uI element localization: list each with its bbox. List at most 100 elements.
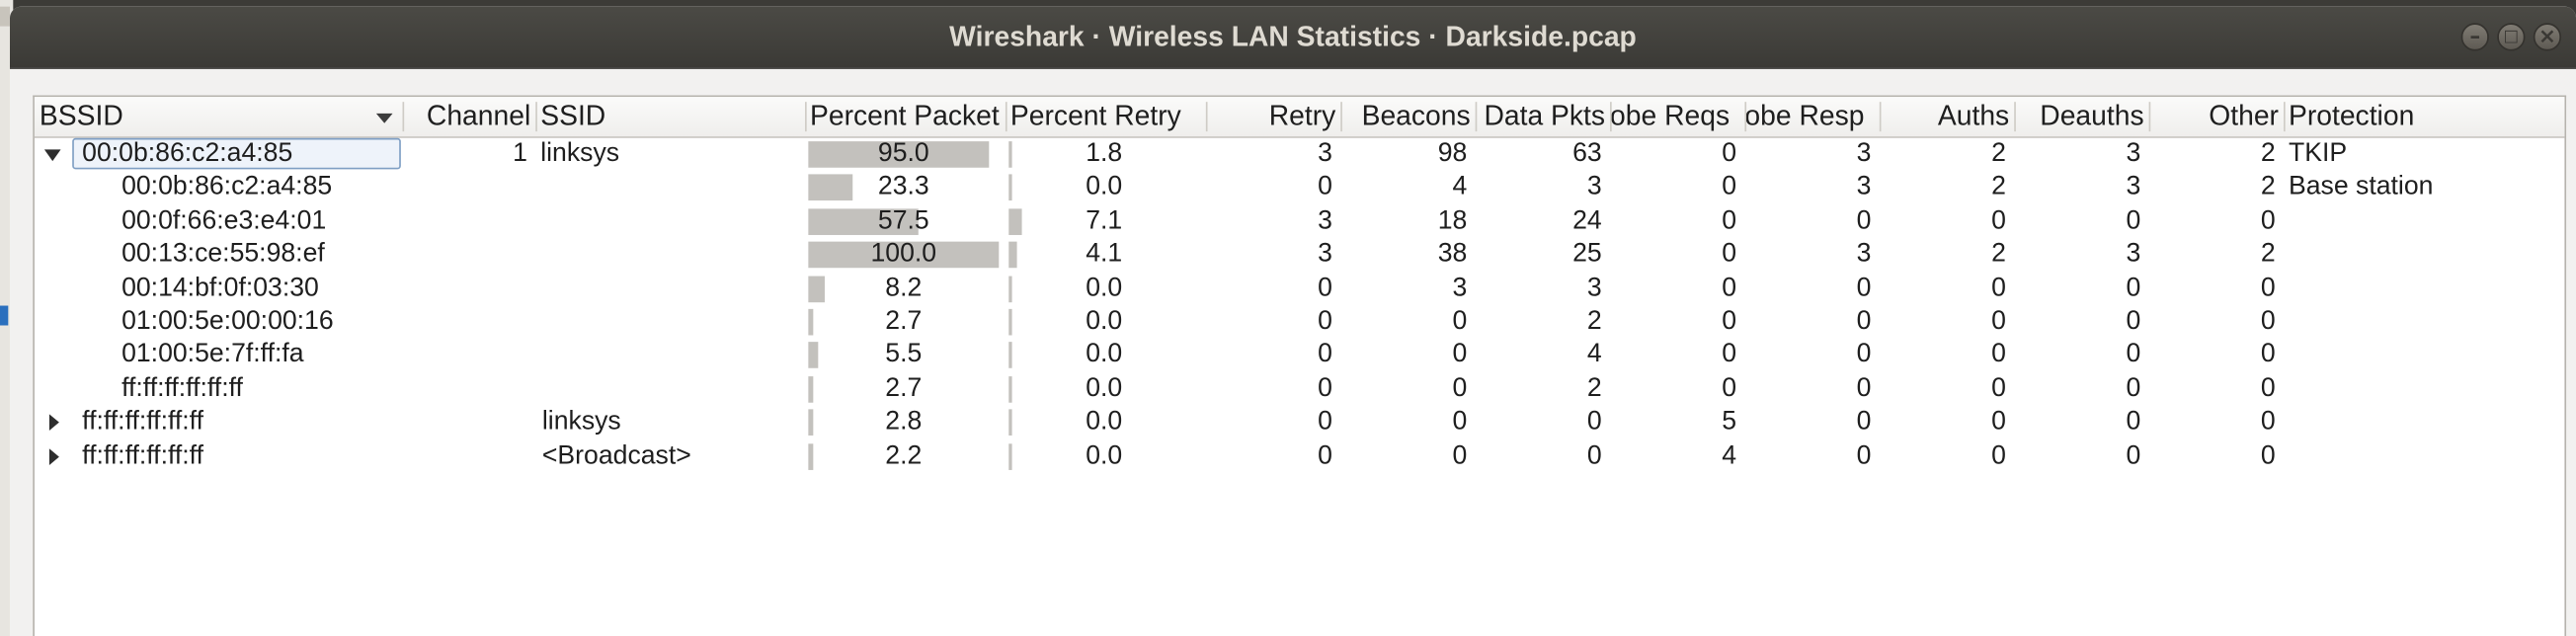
cell-beacons: 4 <box>1452 173 1468 201</box>
percent-value: 2.8 <box>885 408 923 437</box>
cell-protection <box>2289 205 2564 238</box>
cell-other: 0 <box>2260 274 2276 302</box>
column-separator[interactable] <box>535 102 537 132</box>
table-row[interactable]: ff:ff:ff:ff:ff:ff linksys 2.8 0.0 0 0 0 5 0 0 0 0 <box>35 406 2564 438</box>
percent-value: 5.5 <box>885 341 923 369</box>
cell-channel <box>403 372 527 405</box>
column-separator[interactable] <box>1340 102 1342 132</box>
column-separator[interactable] <box>805 102 807 132</box>
cell-auths: 0 <box>1991 274 2006 302</box>
column-header-beacons[interactable]: Beacons <box>1361 100 1471 132</box>
percent-value: 1.8 <box>1086 139 1123 168</box>
desktop-icon <box>0 6 10 27</box>
column-header-ssid[interactable]: SSID <box>540 100 606 132</box>
cell-other: 0 <box>2260 440 2276 470</box>
cell-probe-reqs: 0 <box>1722 274 1737 302</box>
wlan-tree-table[interactable]: BSSID Channel SSID Percent Packet Percent Re… <box>33 95 2567 636</box>
cell-retry: 3 <box>1318 240 1332 269</box>
column-separator[interactable] <box>2148 102 2151 132</box>
column-separator[interactable] <box>1744 102 1747 132</box>
table-row[interactable]: 00:0b:86:c2:a4:85 1 linksys 95.0 1.8 3 98 63 0 3 2… <box>35 137 2564 171</box>
column-header-retry[interactable]: Retry <box>1268 100 1336 132</box>
percent-value: 2.2 <box>885 440 923 470</box>
cell-bssid: 00:13:ce:55:98:ef <box>121 240 325 269</box>
percent-value: 0.0 <box>1086 341 1123 369</box>
column-header-auths[interactable]: Auths <box>1937 100 2010 132</box>
cell-probe-reqs: 0 <box>1722 139 1737 168</box>
cell-retry: 3 <box>1318 206 1332 235</box>
cell-other: 2 <box>2260 173 2276 201</box>
cell-deauths: 0 <box>2126 341 2141 369</box>
cell-probe-resp: 0 <box>1856 374 1872 403</box>
expand-arrow-icon[interactable] <box>48 414 59 432</box>
percent-value: 95.0 <box>877 139 929 168</box>
column-header-pct-packets[interactable]: Percent Packet <box>810 100 1000 132</box>
table-row[interactable]: 00:14:bf:0f:03:30 8.2 0.0 0 3 3 0 0 0 0 0 <box>35 273 2564 305</box>
column-separator[interactable] <box>1610 102 1612 132</box>
cell-beacons: 0 <box>1452 440 1468 470</box>
minimize-button[interactable]: – <box>2460 23 2489 51</box>
column-header-protection[interactable]: Protection <box>2288 100 2415 132</box>
table-row[interactable]: 00:0b:86:c2:a4:85 23.3 0.0 0 4 3 0 3 2 3 2 Base sta… <box>35 172 2564 204</box>
maximize-button[interactable]: □ <box>2497 23 2526 51</box>
cell-bssid: ff:ff:ff:ff:ff:ff <box>82 408 203 437</box>
cell-probe-resp: 3 <box>1856 173 1872 201</box>
cell-auths: 2 <box>1991 139 2006 168</box>
close-icon: × <box>2537 24 2557 49</box>
table-row[interactable]: 00:13:ce:55:98:ef 100.0 4.1 3 38 25 0 3 2 3 2 <box>35 239 2564 272</box>
percent-bar <box>808 342 819 369</box>
title-bar[interactable]: Wireshark · Wireless LAN Statistics · Da… <box>9 6 2576 69</box>
percent-bar <box>808 409 814 437</box>
column-header-channel[interactable]: Channel <box>426 100 531 132</box>
percent-value: 57.5 <box>877 206 929 235</box>
column-separator[interactable] <box>2014 102 2016 132</box>
percent-retry-cell: 0.0 <box>1008 306 1199 339</box>
column-separator[interactable] <box>1475 102 1478 132</box>
table-row[interactable]: 00:0f:66:e3:e4:01 57.5 7.1 3 18 24 0 0 0 0 0 <box>35 205 2564 238</box>
cell-probe-resp: 0 <box>1856 307 1872 336</box>
cell-retry: 0 <box>1318 274 1332 302</box>
table-row[interactable]: ff:ff:ff:ff:ff:ff 2.7 0.0 0 0 2 0 0 0 0 0 <box>35 372 2564 405</box>
percent-value: 7.1 <box>1086 206 1123 235</box>
column-separator[interactable] <box>2283 102 2286 132</box>
cell-protection <box>2289 406 2564 438</box>
table-row[interactable]: 01:00:5e:00:00:16 2.7 0.0 0 0 2 0 0 0 0 0 <box>35 306 2564 339</box>
percent-bar <box>1008 275 1012 302</box>
cell-data-pkts: 2 <box>1586 307 1602 336</box>
percent-bar <box>1008 175 1012 201</box>
percent-packets-cell: 8.2 <box>808 273 999 305</box>
cell-ssid: <Broadcast> <box>541 440 691 470</box>
maximize-icon: □ <box>2503 28 2520 46</box>
column-header-probe-resp[interactable]: obe Resp <box>1744 100 1865 132</box>
column-header-pct-retry[interactable]: Percent Retry <box>1009 100 1181 132</box>
wlan-statistics-window: Wireshark · Wireless LAN Statistics · Da… <box>9 6 2576 636</box>
cell-ssid: linksys <box>541 408 621 437</box>
column-header-probe-reqs[interactable]: obe Reqs <box>1610 100 1731 132</box>
column-header-other[interactable]: Other <box>2209 100 2279 132</box>
expand-arrow-icon[interactable] <box>48 447 59 465</box>
cell-bssid: 01:00:5e:00:00:16 <box>121 307 334 336</box>
cell-other: 0 <box>2260 307 2276 336</box>
table-row[interactable]: ff:ff:ff:ff:ff:ff <Broadcast> 2.2 0.0 0 0 0 4 0 0… <box>35 439 2564 472</box>
column-separator[interactable] <box>1205 102 1208 132</box>
close-button[interactable]: × <box>2533 23 2562 51</box>
percent-bar <box>1008 208 1022 235</box>
table-row[interactable]: 01:00:5e:7f:ff:fa 5.5 0.0 0 0 4 0 0 0 0 0 <box>35 339 2564 371</box>
percent-packets-cell: 57.5 <box>808 205 999 238</box>
column-header-deauths[interactable]: Deauths <box>2040 100 2144 132</box>
column-separator[interactable] <box>1005 102 1007 132</box>
percent-value: 0.0 <box>1086 374 1123 403</box>
cell-protection <box>2289 306 2564 339</box>
cell-deauths: 3 <box>2126 139 2141 168</box>
cell-bssid: 01:00:5e:7f:ff:fa <box>121 341 304 369</box>
column-header-bssid[interactable]: BSSID <box>39 100 123 132</box>
cell-beacons: 0 <box>1452 408 1468 437</box>
percent-bar <box>1008 342 1012 369</box>
column-separator[interactable] <box>402 102 405 132</box>
column-header-data-pkts[interactable]: Data Pkts <box>1484 100 1606 132</box>
percent-value: 0.0 <box>1086 307 1123 336</box>
window-title: Wireshark · Wireless LAN Statistics · Da… <box>949 21 1637 53</box>
cell-data-pkts: 0 <box>1586 440 1602 470</box>
collapse-arrow-icon[interactable] <box>43 149 61 162</box>
column-separator[interactable] <box>1879 102 1882 132</box>
